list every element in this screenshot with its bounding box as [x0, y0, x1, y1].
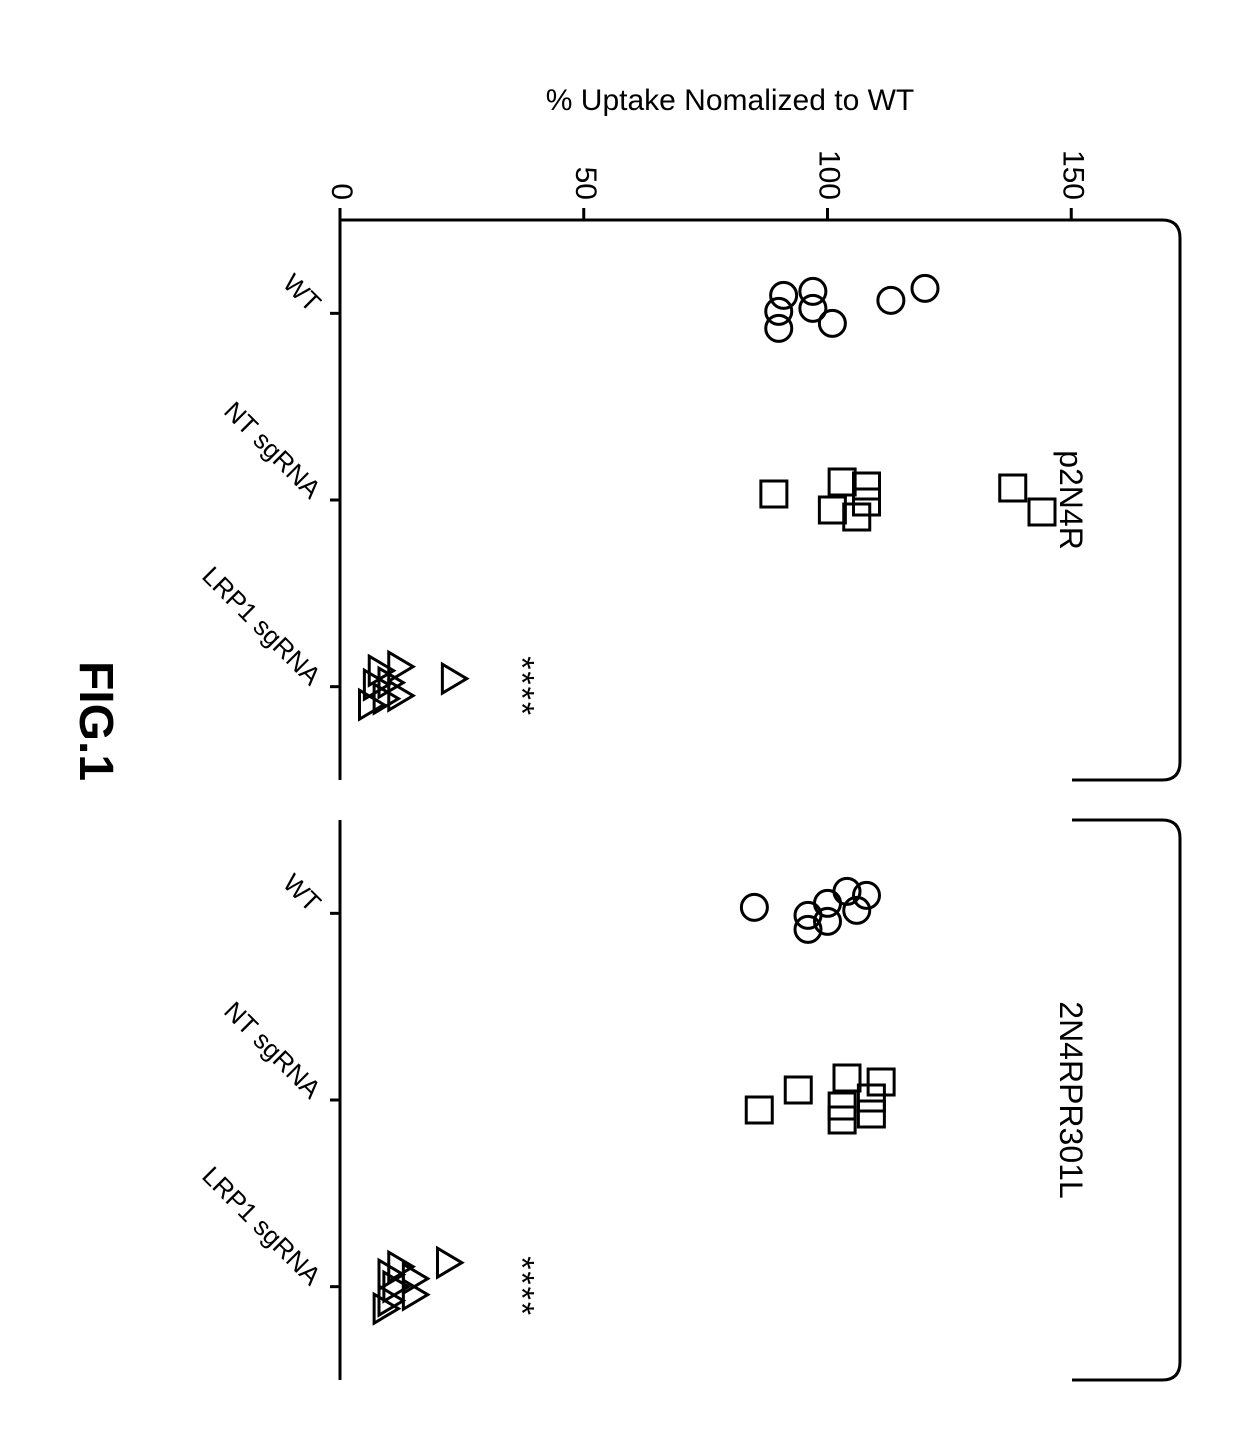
marker-triangle: [442, 664, 466, 693]
y-tick-label: 150: [1056, 150, 1089, 200]
marker-square: [844, 504, 870, 530]
y-tick-label: 0: [325, 183, 358, 200]
figure-rotated-wrapper: p2N4R 2N4RPR301L 0 50 100 150 % Uptake Nomaliz…: [0, 0, 1240, 1442]
marker-circle: [815, 890, 841, 916]
marker-circle: [741, 894, 767, 920]
marker-square: [1000, 475, 1026, 501]
marker-triangle: [438, 1248, 462, 1277]
marker-square: [854, 473, 880, 499]
significance-label: ****: [503, 656, 541, 717]
marker-square: [1029, 499, 1055, 525]
scatter-chart: p2N4R 2N4RPR301L 0 50 100 150 % Uptake Nomaliz…: [0, 0, 1240, 1442]
significance-label: ****: [503, 1256, 541, 1317]
marker-circle: [771, 282, 797, 308]
x-tick-label: NT sgRNA: [218, 996, 327, 1105]
marker-circle: [766, 315, 792, 341]
figure-label: FIG.1: [69, 661, 122, 781]
marker-square: [785, 1077, 811, 1103]
marker-square: [858, 1101, 884, 1127]
y-tick-label: 100: [813, 150, 846, 200]
x-tick-label: LRP1 sgRNA: [196, 1160, 327, 1291]
y-tick-label: 50: [569, 167, 602, 200]
marker-circle: [819, 310, 845, 336]
x-tick-label: NT sgRNA: [218, 396, 327, 505]
panel-title: p2N4R: [1053, 450, 1089, 550]
x-tick-label: WT: [277, 268, 327, 318]
marker-square: [858, 1085, 884, 1111]
x-tick-label: WT: [277, 868, 327, 918]
x-tick-label: LRP1 sgRNA: [196, 560, 327, 691]
marker-square: [829, 469, 855, 495]
marker-square: [854, 489, 880, 515]
panel-title: 2N4RPR301L: [1053, 1001, 1089, 1198]
marker-square: [834, 1065, 860, 1091]
marker-square: [868, 1069, 894, 1095]
marker-circle: [878, 287, 904, 313]
marker-circle: [912, 275, 938, 301]
y-axis-label: % Uptake Nomalized to WT: [546, 84, 914, 117]
marker-square: [819, 497, 845, 523]
page: p2N4R 2N4RPR301L 0 50 100 150 % Uptake Nomaliz…: [0, 0, 1240, 1442]
marker-square: [746, 1097, 772, 1123]
marker-square: [761, 481, 787, 507]
